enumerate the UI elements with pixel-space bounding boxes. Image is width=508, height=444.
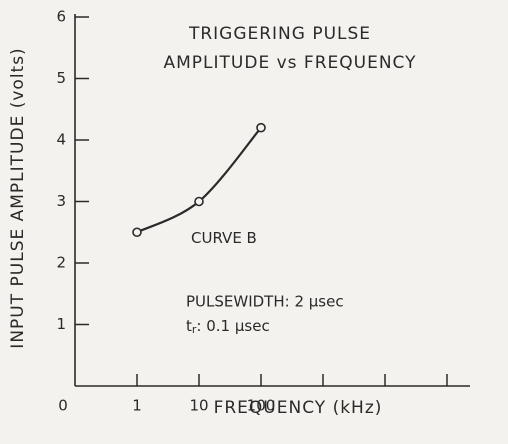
annotation: tr: 0.1 µsec — [186, 317, 270, 337]
series-label: CURVE B — [191, 229, 257, 247]
y-tick-label: 1 — [56, 315, 66, 333]
y-tick-label: 2 — [56, 254, 66, 272]
x-tick-label: 10 — [189, 397, 208, 415]
annotation: PULSEWIDTH: 2 µsec — [186, 293, 344, 311]
y-tick-label: 4 — [56, 131, 66, 149]
curve — [136, 126, 262, 234]
annotation-subscript: r — [192, 323, 197, 336]
y-tick-label: 5 — [56, 69, 66, 87]
annotation-symbol: t — [186, 317, 192, 335]
point — [132, 227, 142, 238]
point — [194, 196, 204, 207]
chart-title: AMPLITUDE vs FREQUENCY — [164, 53, 417, 73]
x-tick-label: 1 — [132, 397, 142, 415]
y-tick-label: 6 — [56, 8, 66, 26]
y-tick-label: 3 — [56, 192, 66, 210]
x-tick-label: 0 — [58, 397, 68, 415]
annotation: : 0.1 µsec — [196, 317, 269, 335]
x-tick-label: 100 — [247, 397, 276, 415]
x-axis-label: FREQUENCY (kHz) — [214, 398, 383, 418]
chart-title: TRIGGERING PULSE — [188, 24, 371, 44]
y-axis-label: INPUT PULSE AMPLITUDE (volts) — [8, 47, 28, 348]
point — [256, 122, 266, 133]
